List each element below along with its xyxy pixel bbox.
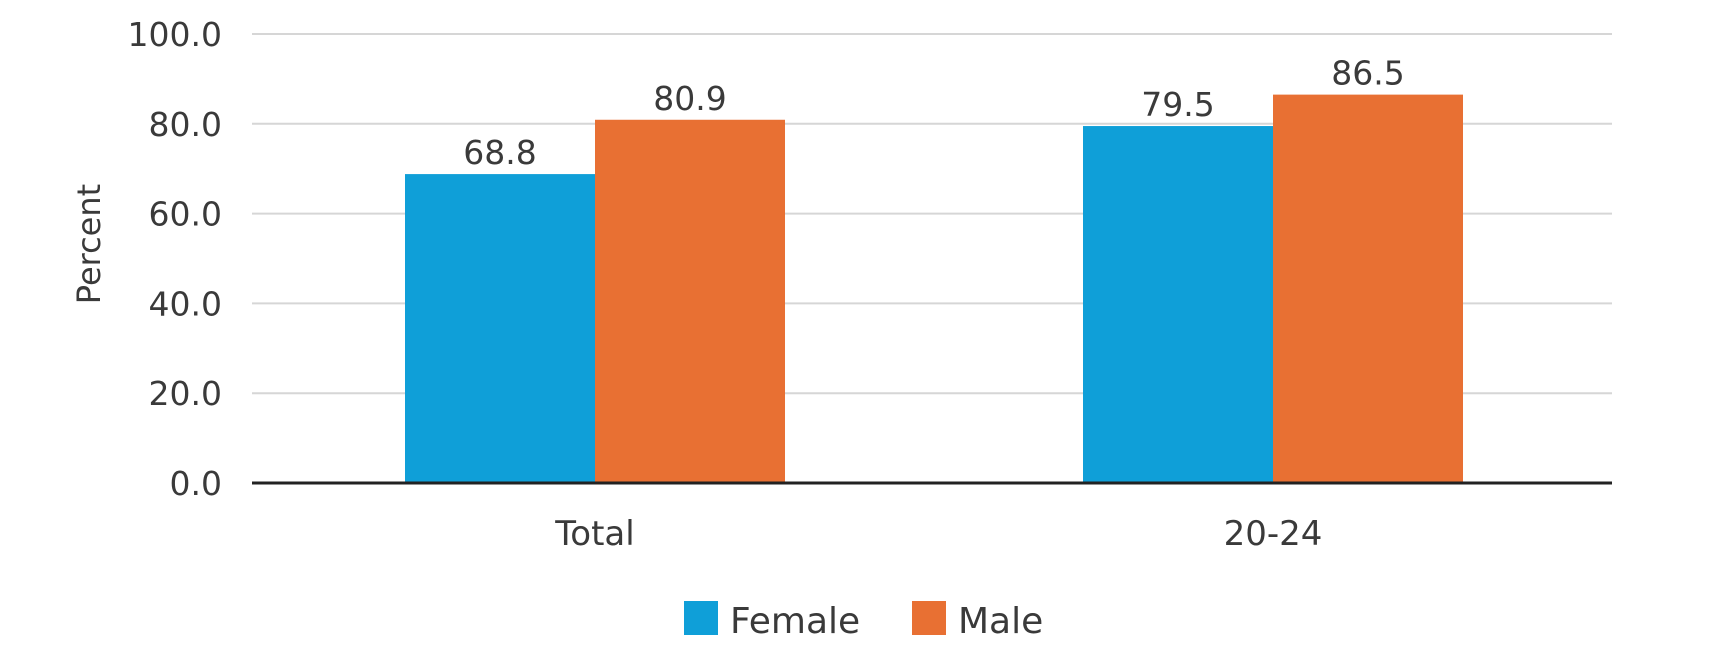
y-axis-title: Percent [70, 184, 108, 304]
y-tick-label: 60.0 [149, 195, 222, 234]
y-tick-label: 40.0 [149, 284, 222, 323]
bars [405, 94, 1463, 484]
bar-male-1 [1273, 94, 1463, 484]
bar-male-0 [595, 119, 785, 483]
bar-female-1 [1083, 126, 1273, 484]
y-tick-label: 0.0 [170, 464, 222, 503]
y-tick-label: 20.0 [149, 374, 222, 413]
bar-female-0 [405, 174, 595, 483]
x-axis-categories: Total 20-24 [554, 514, 1322, 554]
x-category-label: 20-24 [1224, 514, 1323, 554]
legend: Female Male [684, 601, 1043, 642]
data-label: 80.9 [653, 79, 726, 118]
y-tick-label: 80.0 [149, 105, 222, 144]
legend-label-female: Female [730, 601, 860, 642]
legend-swatch-female [684, 601, 718, 635]
data-label: 79.5 [1141, 85, 1214, 124]
legend-swatch-male [912, 601, 946, 635]
data-labels: 68.8 80.9 79.5 86.5 [463, 54, 1404, 172]
data-label: 86.5 [1331, 54, 1404, 93]
legend-label-male: Male [958, 601, 1043, 642]
y-tick-label: 100.0 [128, 15, 222, 54]
x-category-label: Total [554, 514, 634, 554]
data-label: 68.8 [463, 133, 536, 172]
y-axis-ticks: 0.0 20.0 40.0 60.0 80.0 100.0 [128, 15, 222, 503]
